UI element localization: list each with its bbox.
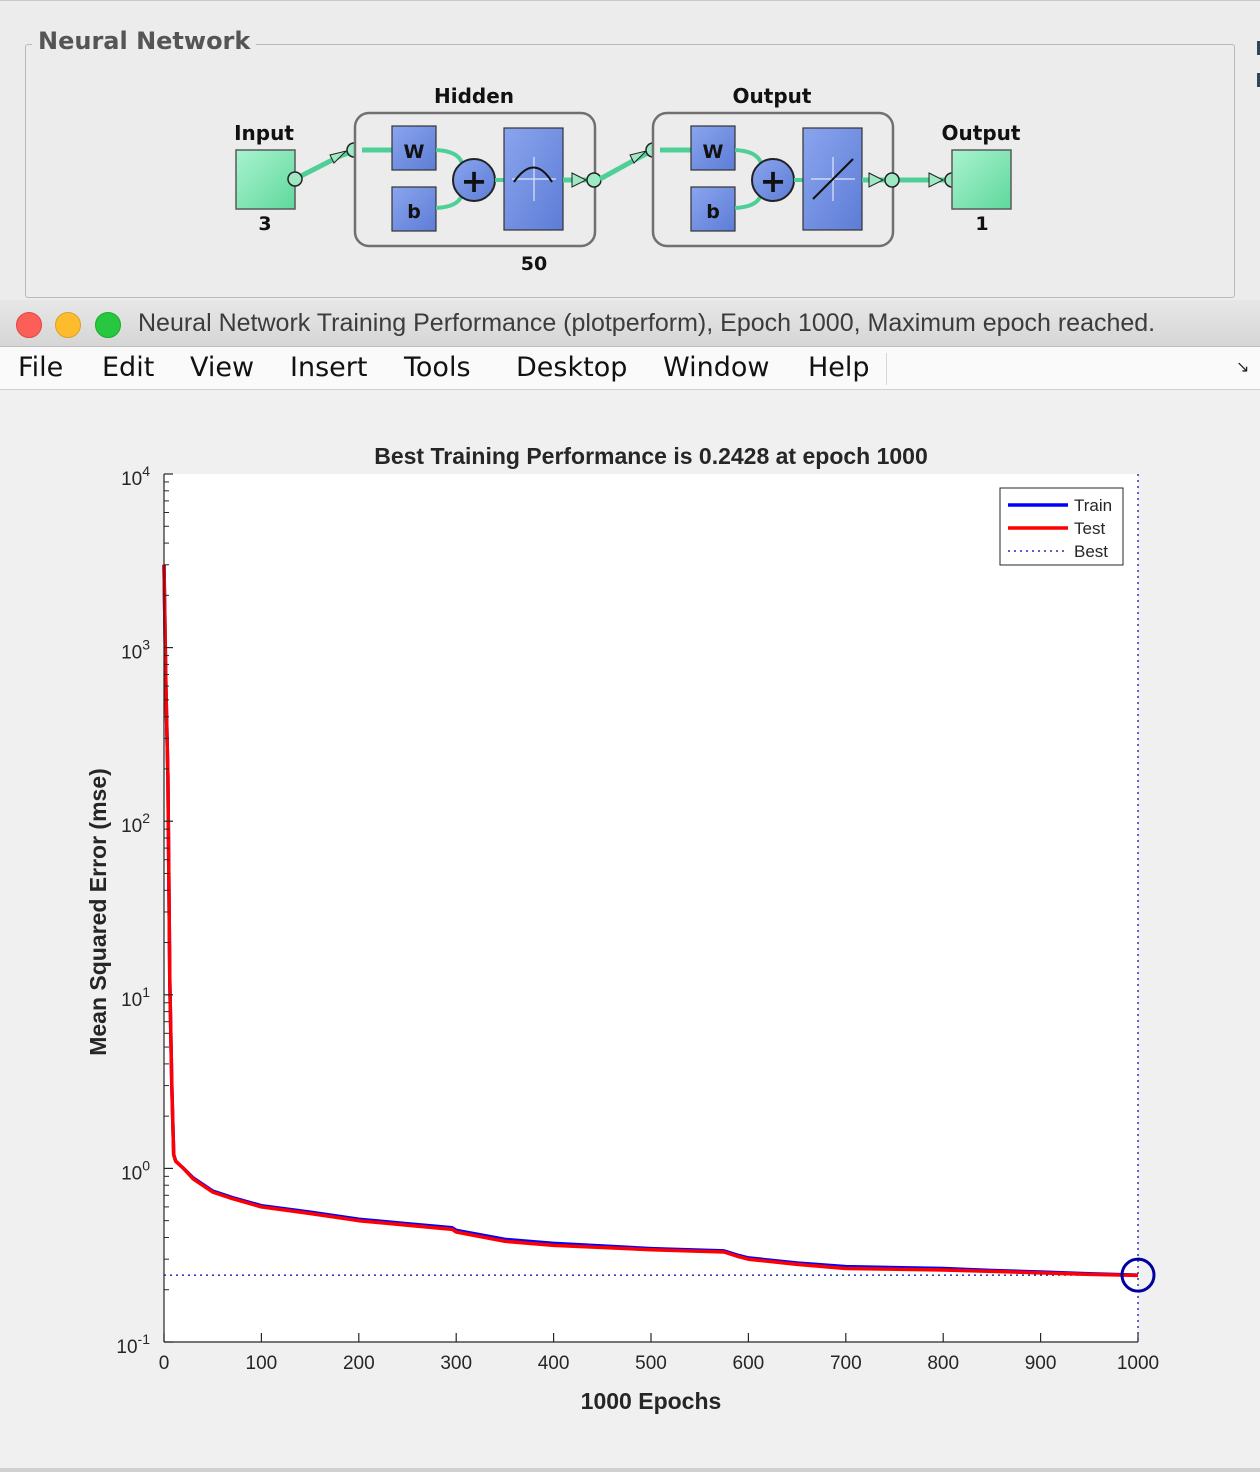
input-label: Input: [234, 121, 294, 145]
output-weight-label: W: [703, 141, 724, 163]
series-test-line: [162, 564, 1139, 1278]
close-window-button[interactable]: [16, 312, 42, 338]
y-tick-label: 103: [121, 637, 150, 664]
output-bias-label: b: [706, 201, 720, 223]
zoom-window-button[interactable]: [95, 312, 121, 338]
hidden-layer-label: Hidden: [434, 84, 514, 108]
figure-window: Neural Network Training Performance (plo…: [0, 300, 1260, 1472]
connector-node: [884, 172, 900, 188]
window-title: Neural Network Training Performance (plo…: [138, 309, 1156, 337]
legend-test-label: Test: [1074, 519, 1105, 538]
x-tick-label: 500: [635, 1353, 667, 1374]
minimize-window-button[interactable]: [55, 312, 81, 338]
output-layer-label: Output: [733, 84, 812, 108]
y-axis-label: Mean Squared Error (mse): [85, 768, 111, 1056]
arrow-icon: [629, 150, 648, 164]
x-tick-label: 900: [1025, 1353, 1057, 1374]
menu-bar: File Edit View Insert Tools Desktop Wind…: [0, 347, 1260, 390]
x-tick-label: 100: [246, 1353, 278, 1374]
menu-view[interactable]: View: [190, 352, 255, 383]
arrow-icon: [928, 172, 945, 188]
x-tick-label: 1000: [1117, 1353, 1159, 1374]
best-point-marker: [1120, 1257, 1156, 1293]
menu-separator: [886, 353, 887, 385]
network-panel: Neural Network Input 3 Hidden W b +: [0, 0, 1260, 301]
hidden-bias-label: b: [407, 201, 421, 223]
y-tick-label: 102: [121, 810, 150, 837]
output-bias-block: [690, 186, 736, 232]
menu-insert[interactable]: Insert: [290, 352, 368, 383]
performance-chart: Best Training Performance is 0.2428 at e…: [85, 443, 1159, 1414]
connector-node: [586, 172, 602, 188]
output-weight-block: [690, 125, 736, 171]
output-box: [951, 149, 1012, 210]
input-box: [235, 149, 296, 210]
axes-background: [164, 474, 1138, 1342]
x-tick-label: 400: [538, 1353, 570, 1374]
y-tick-label: 104: [121, 463, 150, 490]
chart-title: Best Training Performance is 0.2428 at e…: [374, 443, 928, 469]
output-sum-symbol: +: [760, 162, 787, 200]
y-tick-label: 100: [121, 1157, 150, 1184]
bottom-strip: [0, 1468, 1260, 1472]
x-tick-label: 0: [159, 1353, 170, 1374]
network-diagram: Input 3 Hidden W b + 50 Output: [234, 84, 1021, 275]
menu-edit[interactable]: Edit: [102, 352, 155, 383]
edge-marker: [1257, 41, 1260, 131]
menu-file[interactable]: File: [18, 352, 64, 383]
x-tick-label: 300: [440, 1353, 472, 1374]
hidden-bias-block: [391, 186, 437, 232]
x-tick-label: 800: [927, 1353, 959, 1374]
window-titlebar[interactable]: Neural Network Training Performance (plo…: [0, 300, 1260, 347]
y-tick-label: 101: [121, 984, 150, 1011]
hidden-weight-label: W: [404, 141, 425, 163]
output-label: Output: [942, 121, 1021, 145]
legend-train-label: Train: [1074, 496, 1112, 515]
x-tick-label: 700: [830, 1353, 862, 1374]
arrow-icon: [571, 172, 588, 188]
arrow-icon: [329, 150, 348, 164]
legend-best-label: Best: [1074, 542, 1108, 561]
wire-hidden-output: [598, 148, 654, 182]
plot-area: Best Training Performance is 0.2428 at e…: [0, 390, 1260, 1472]
connector-node: [287, 171, 303, 187]
wire-input-hidden: [293, 148, 355, 182]
menu-desktop[interactable]: Desktop: [516, 352, 628, 383]
network-group-box: [25, 44, 1235, 298]
y-tick-label: 10-1: [116, 1331, 150, 1358]
menu-tools[interactable]: Tools: [404, 352, 471, 383]
output-size: 1: [975, 213, 988, 235]
network-panel-title: Neural Network: [32, 27, 257, 55]
hidden-weight-block: [391, 125, 437, 171]
input-size: 3: [258, 213, 271, 235]
dock-figure-icon[interactable]: ↘: [1236, 359, 1250, 376]
hidden-sum-symbol: +: [461, 162, 488, 200]
linear-transfer-icon: [812, 158, 854, 200]
x-axis-label: 1000 Epochs: [581, 1388, 722, 1414]
hidden-size: 50: [521, 253, 547, 275]
x-tick-label: 600: [733, 1353, 765, 1374]
arrow-icon: [868, 172, 885, 188]
tansig-curve-icon: [513, 166, 553, 183]
menu-window[interactable]: Window: [663, 352, 770, 383]
menu-help[interactable]: Help: [808, 352, 870, 383]
x-tick-label: 200: [343, 1353, 375, 1374]
legend: Train Test Best: [999, 487, 1124, 566]
